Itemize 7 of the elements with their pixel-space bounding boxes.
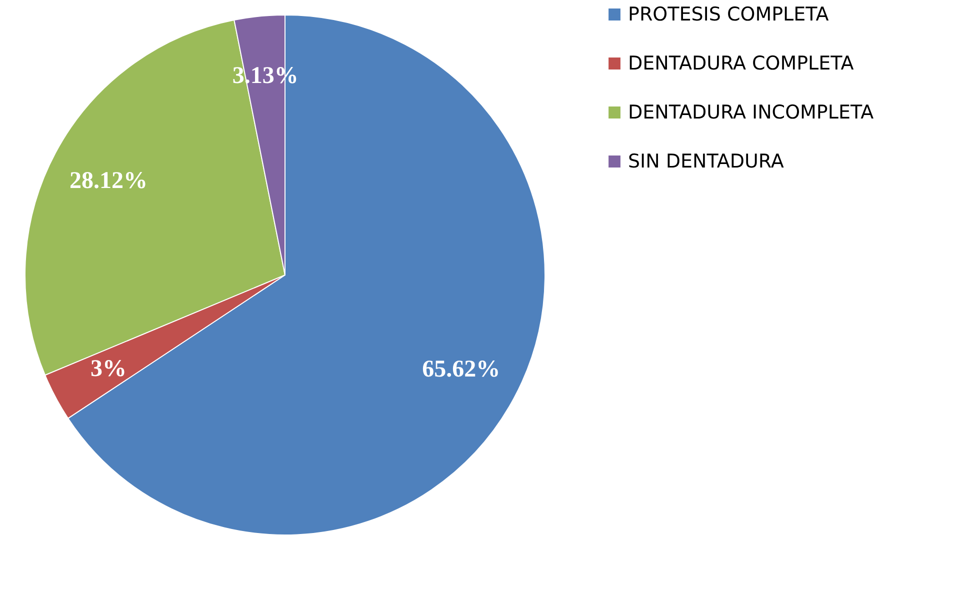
legend-label: DENTADURA INCOMPLETA [628,102,874,124]
data-label: 3% [90,356,126,382]
legend-label: SIN DENTADURA [628,150,784,172]
legend-label: DENTADURA COMPLETA [628,52,854,74]
data-label: 65.62% [422,356,500,383]
legend-label: PROTESIS COMPLETA [628,4,829,26]
data-label: 28.12% [69,168,148,194]
